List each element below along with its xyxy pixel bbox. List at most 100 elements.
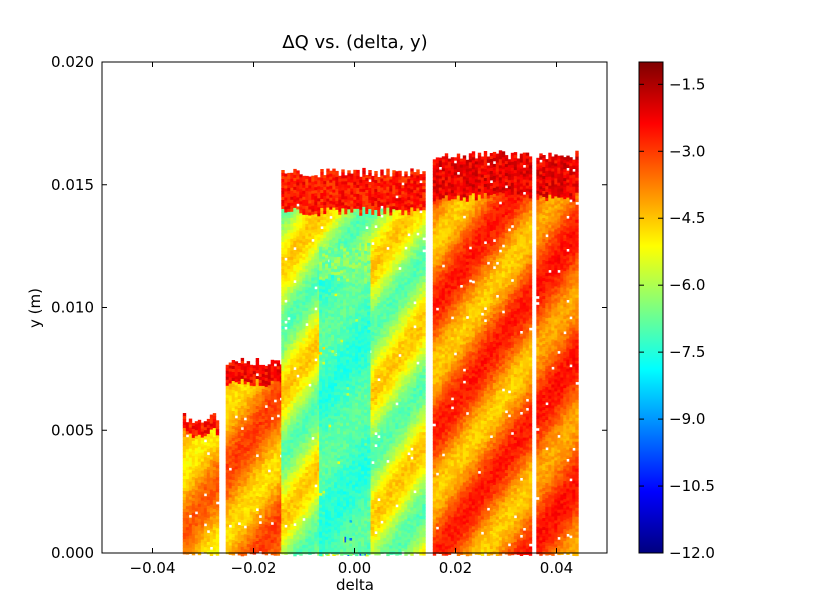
heatmap-cell <box>281 377 285 381</box>
heatmap-cell <box>332 231 336 235</box>
heatmap-cell <box>338 235 342 240</box>
heatmap-cell <box>231 543 236 547</box>
heatmap-cell <box>240 504 245 509</box>
heatmap-cell <box>249 547 254 552</box>
heatmap-cell <box>246 514 251 518</box>
heatmap-cell <box>209 426 214 430</box>
heatmap-cell <box>284 398 288 402</box>
heatmap-cell <box>314 259 318 263</box>
heatmap-cell <box>302 544 306 549</box>
heatmap-cell <box>228 500 233 504</box>
heatmap-cell <box>290 253 294 258</box>
heatmap-cell <box>284 377 288 381</box>
heatmap-cell <box>326 234 330 238</box>
heatmap-cell <box>296 224 300 228</box>
heatmap-cell <box>240 489 245 494</box>
heatmap-cell <box>276 498 281 502</box>
heatmap-cell <box>234 427 239 431</box>
heatmap-cell <box>299 444 303 448</box>
heatmap-cell <box>281 503 285 507</box>
heatmap-cell <box>290 262 294 267</box>
heatmap-cell <box>302 214 306 219</box>
heatmap-cell <box>308 344 312 348</box>
heatmap-cell <box>305 268 309 273</box>
heatmap-cell <box>356 235 360 240</box>
heatmap-cell <box>296 353 300 357</box>
heatmap-cell <box>305 430 309 435</box>
heatmap-cell <box>305 247 309 252</box>
heatmap-cell <box>296 464 300 468</box>
heatmap-cell <box>314 379 318 383</box>
heatmap-cell <box>329 200 333 205</box>
heatmap-cell <box>258 460 263 465</box>
heatmap-cell <box>317 441 321 445</box>
heatmap-cell <box>182 470 187 474</box>
heatmap-cell <box>305 187 309 192</box>
heatmap-cell <box>281 314 285 318</box>
heatmap-cell <box>311 373 315 378</box>
heatmap-cell <box>281 236 285 240</box>
heatmap-cell <box>273 450 278 454</box>
heatmap-cell <box>332 171 336 175</box>
heatmap-cell <box>206 442 211 447</box>
heatmap-cell <box>284 437 288 441</box>
heatmap-cell <box>338 229 342 234</box>
heatmap-cell <box>240 429 245 434</box>
heatmap-cell <box>237 543 242 547</box>
heatmap-cell <box>287 205 291 210</box>
heatmap-cell <box>273 498 278 502</box>
heatmap-cell <box>284 476 288 480</box>
heatmap-cell <box>311 517 315 522</box>
heatmap-cell <box>317 324 321 328</box>
heatmap-cell <box>209 513 214 517</box>
heatmap-cell <box>314 424 318 428</box>
heatmap-cell <box>344 184 348 188</box>
heatmap-cell <box>264 425 269 430</box>
heatmap-cell <box>249 403 254 408</box>
heatmap-cell <box>267 370 272 374</box>
heatmap-cell <box>290 400 294 405</box>
heatmap-cell <box>293 264 297 269</box>
heatmap-cell <box>290 235 294 240</box>
heatmap-cell <box>293 261 297 266</box>
heatmap-cell <box>344 199 348 203</box>
heatmap-cell <box>308 404 312 408</box>
heatmap-cell <box>356 319 360 324</box>
heatmap-cell <box>182 533 187 537</box>
heatmap-cell <box>281 419 285 423</box>
heatmap-cell <box>243 381 248 385</box>
heatmap-cell <box>264 440 269 445</box>
heatmap-cell <box>255 409 260 413</box>
heatmap-cell <box>231 495 236 499</box>
heatmap-cell <box>326 225 330 229</box>
heatmap-cell <box>255 523 260 527</box>
heatmap-cell <box>182 509 187 513</box>
heatmap-cell <box>273 513 278 517</box>
heatmap-cell <box>273 375 278 379</box>
heatmap-cell <box>284 218 288 222</box>
heatmap-cell <box>335 197 339 202</box>
heatmap-cell <box>302 505 306 510</box>
heatmap-cell <box>264 386 269 391</box>
heatmap-cell <box>240 519 245 524</box>
heatmap-cell <box>191 452 196 457</box>
heatmap-cell <box>237 519 242 523</box>
heatmap-cell <box>185 446 190 450</box>
heatmap-cell <box>287 388 291 393</box>
heatmap-cell <box>270 362 275 367</box>
heatmap-cell <box>284 512 288 516</box>
heatmap-cell <box>225 478 230 483</box>
heatmap-cell <box>296 425 300 429</box>
heatmap-cell <box>353 232 357 237</box>
heatmap-cell <box>182 527 187 531</box>
heatmap-cell <box>273 468 278 472</box>
heatmap-cell <box>284 356 288 360</box>
heatmap-cell <box>302 379 306 384</box>
heatmap-cell <box>308 224 312 228</box>
heatmap-cell <box>182 464 187 468</box>
heatmap-cell <box>347 191 351 195</box>
heatmap-cell <box>284 305 288 309</box>
heatmap-cell <box>255 538 260 542</box>
heatmap-cell <box>281 284 285 288</box>
heatmap-cell <box>341 214 345 218</box>
